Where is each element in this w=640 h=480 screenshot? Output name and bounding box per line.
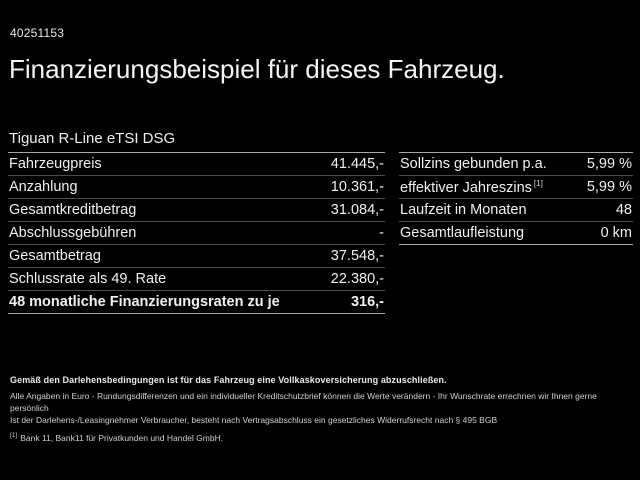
row-label: Laufzeit in Monaten	[400, 202, 527, 218]
row-value: 41.445,-	[330, 156, 384, 172]
table-row: Laufzeit in Monaten 48	[399, 199, 633, 222]
financing-table-right: Sollzins gebunden p.a. 5,99 % effektiver…	[399, 152, 633, 245]
row-label: Abschlussgebühren	[9, 225, 137, 241]
footnote-reference: [1]	[533, 178, 543, 188]
row-label: 48 monatliche Finanzierungsraten zu je	[9, 294, 280, 310]
footnote-marker: [1]	[10, 432, 18, 439]
financing-table-left: Fahrzeugpreis 41.445,- Anzahlung 10.361,…	[8, 152, 385, 314]
row-value: 0 km	[600, 225, 632, 241]
table-row: Gesamtbetrag 37.548,-	[8, 245, 385, 268]
footnote-text: Bank 11, Bank11 für Privatkunden und Han…	[20, 432, 224, 443]
row-value: -	[379, 225, 384, 241]
row-label: Anzahlung	[9, 179, 78, 195]
row-label: Fahrzeugpreis	[9, 156, 102, 172]
row-value: 316,-	[350, 294, 384, 310]
table-row: Schlussrate als 49. Rate 22.380,-	[8, 268, 385, 291]
row-value: 31.084,-	[330, 202, 384, 218]
insurance-requirement-line: Gemäß den Darlehensbedingungen ist für d…	[10, 375, 447, 385]
table-row: Sollzins gebunden p.a. 5,99 %	[399, 153, 633, 176]
row-label: Gesamtlaufleistung	[400, 225, 525, 241]
row-value: 5,99 %	[586, 179, 632, 195]
row-value: 5,99 %	[586, 156, 632, 172]
legal-footer: Gemäß den Darlehensbedingungen ist für d…	[10, 375, 632, 444]
row-value: 37.548,-	[330, 248, 384, 264]
page-title: Finanzierungsbeispiel für dieses Fahrzeu…	[9, 54, 505, 84]
disclaimer-line: Alle Angaben in Euro - Rundungsdifferenz…	[10, 391, 597, 413]
row-label: Sollzins gebunden p.a.	[400, 156, 547, 172]
vehicle-model-subtitle: Tiguan R-Line eTSI DSG	[9, 130, 176, 147]
vehicle-id: 40251153	[10, 26, 65, 40]
disclaimer-line: Ist der Darlehens-/Leasingnehmer Verbrau…	[10, 415, 498, 425]
row-label: Schlussrate als 49. Rate	[9, 271, 167, 287]
table-row-monthly-rate: 48 monatliche Finanzierungsraten zu je 3…	[8, 291, 385, 314]
row-label: Gesamtkreditbetrag	[9, 202, 137, 218]
row-label: effektiver Jahreszins [1]	[400, 178, 543, 196]
table-row: Abschlussgebühren -	[8, 222, 385, 245]
table-row: Anzahlung 10.361,-	[8, 176, 385, 199]
table-row: Gesamtkreditbetrag 31.084,-	[8, 199, 385, 222]
table-row: Gesamtlaufleistung 0 km	[399, 222, 633, 245]
row-value: 48	[615, 202, 632, 218]
footnote-line: [1] Bank 11, Bank11 für Privatkunden und …	[10, 430, 632, 444]
row-value: 10.361,-	[330, 179, 384, 195]
row-value: 22.380,-	[330, 271, 384, 287]
row-label: Gesamtbetrag	[9, 248, 101, 264]
table-row: effektiver Jahreszins [1] 5,99 %	[399, 176, 633, 199]
table-row: Fahrzeugpreis 41.445,-	[8, 153, 385, 176]
